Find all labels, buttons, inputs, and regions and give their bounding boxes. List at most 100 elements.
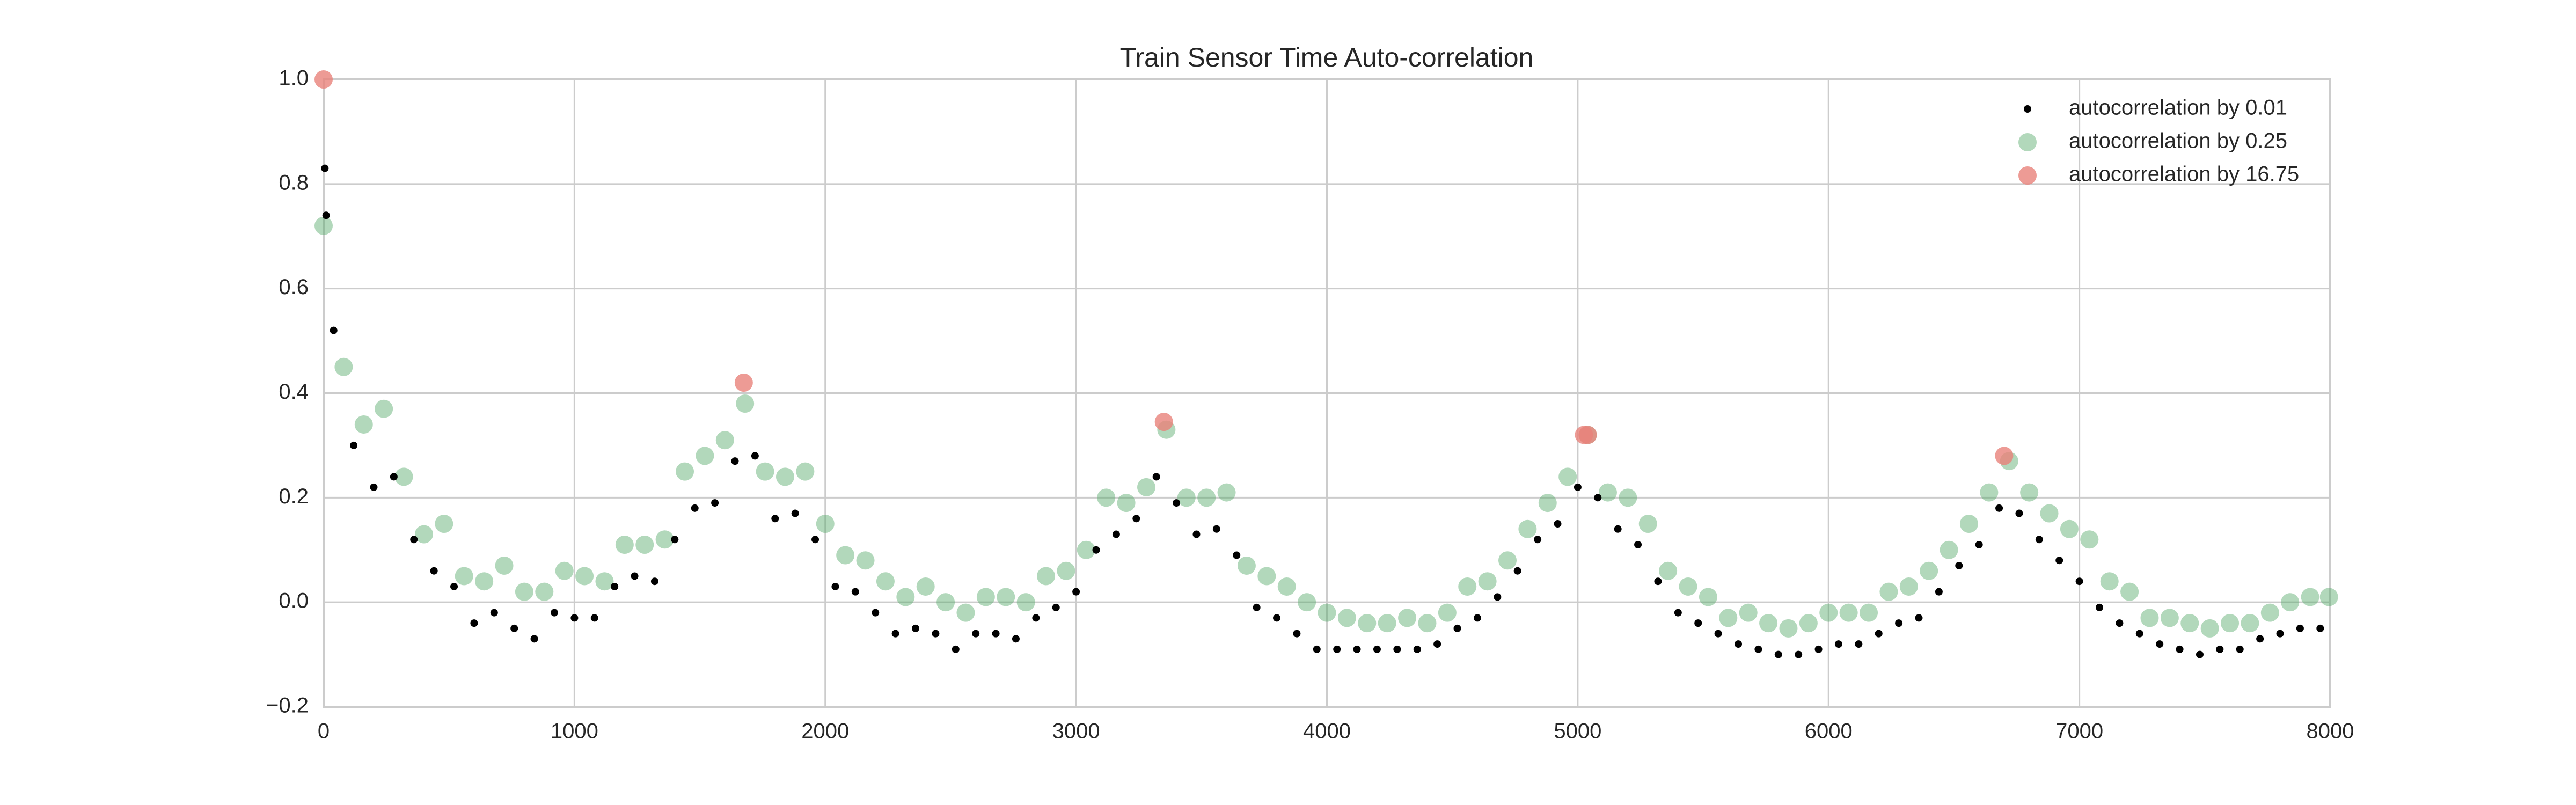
data-point: [515, 582, 533, 601]
data-point: [2316, 624, 2324, 632]
data-point: [1438, 603, 1457, 622]
data-point: [956, 603, 975, 622]
data-point: [375, 399, 393, 418]
data-point: [932, 630, 940, 638]
data-point: [1277, 577, 1296, 596]
data-point: [936, 593, 955, 612]
data-point: [896, 588, 915, 606]
data-point: [736, 394, 755, 413]
data-point: [1154, 413, 1173, 431]
data-point: [2160, 609, 2179, 627]
data-point: [1834, 640, 1842, 648]
x-tick-label: 4000: [1303, 720, 1351, 743]
data-point: [876, 572, 895, 591]
data-point: [997, 588, 1015, 606]
data-point: [1995, 447, 2014, 465]
data-point: [1398, 609, 1417, 627]
data-point: [1518, 519, 1537, 538]
data-point: [1814, 645, 1823, 653]
data-point: [691, 504, 699, 512]
data-point: [455, 567, 473, 586]
data-point: [1253, 603, 1261, 611]
data-point: [1674, 609, 1682, 617]
data-point: [1112, 530, 1120, 538]
data-point: [2080, 530, 2099, 549]
data-point: [1694, 619, 1702, 627]
data-point: [671, 536, 679, 544]
data-point: [2236, 645, 2244, 653]
data-point: [2040, 504, 2059, 523]
data-point: [2241, 614, 2259, 633]
data-point: [2301, 588, 2319, 606]
data-point: [1378, 614, 1396, 633]
data-point: [1739, 603, 1758, 622]
data-point: [2096, 603, 2104, 611]
x-tick-label: 1000: [551, 720, 598, 743]
data-point: [2180, 614, 2199, 633]
data-point: [891, 630, 899, 638]
data-point: [1879, 582, 1898, 601]
data-point: [1097, 488, 1116, 507]
data-point: [1257, 567, 1276, 586]
data-point: [1318, 603, 1336, 622]
data-point: [1734, 640, 1742, 648]
data-point: [1333, 645, 1341, 653]
data-point: [771, 515, 779, 523]
data-point: [791, 509, 799, 517]
data-point: [1032, 614, 1040, 622]
legend-label: autocorrelation by 16.75: [2069, 163, 2299, 186]
data-point: [2135, 630, 2143, 638]
data-point: [490, 609, 498, 617]
data-point: [1819, 603, 1838, 622]
data-point: [1177, 488, 1196, 507]
data-point: [615, 536, 634, 554]
data-point: [1558, 467, 1577, 486]
data-point: [1659, 561, 1678, 580]
data-point: [775, 467, 794, 486]
data-point: [655, 530, 674, 549]
data-point: [1574, 483, 1582, 491]
data-point: [1358, 614, 1377, 633]
data-point: [751, 452, 759, 460]
data-point: [1915, 614, 1923, 622]
data-point: [2015, 509, 2023, 517]
data-point: [1057, 561, 1075, 580]
data-point: [2256, 635, 2264, 643]
legend-marker: [2024, 105, 2031, 113]
data-point: [1413, 645, 1421, 653]
data-point: [1132, 515, 1140, 523]
data-point: [430, 567, 438, 575]
data-point: [435, 515, 453, 533]
data-point: [1875, 630, 1883, 638]
data-point: [590, 614, 598, 622]
data-point: [1714, 630, 1722, 638]
data-point: [1353, 645, 1361, 653]
data-point: [715, 431, 734, 450]
data-point: [1117, 494, 1136, 513]
data-point: [2176, 645, 2184, 653]
y-tick-label: 0.6: [279, 275, 309, 299]
data-point: [1895, 619, 1903, 627]
data-point: [1839, 603, 1858, 622]
data-point: [2075, 577, 2083, 586]
plot-frame: [323, 78, 2331, 708]
legend-marker: [2018, 133, 2037, 151]
data-point: [976, 588, 995, 606]
data-point: [851, 588, 859, 596]
data-point: [1173, 499, 1181, 507]
data-point: [2020, 483, 2039, 502]
data-point: [1995, 504, 2003, 512]
data-point: [1197, 488, 1216, 507]
data-point: [1337, 609, 1356, 627]
data-point: [2319, 588, 2338, 606]
data-point: [1719, 609, 1738, 627]
data-point: [992, 630, 1000, 638]
data-point: [370, 483, 378, 491]
data-point: [631, 572, 639, 580]
data-point: [1293, 630, 1301, 638]
data-point: [872, 609, 880, 617]
legend-marker: [2018, 166, 2037, 185]
data-point: [972, 630, 980, 638]
data-point: [912, 624, 920, 632]
